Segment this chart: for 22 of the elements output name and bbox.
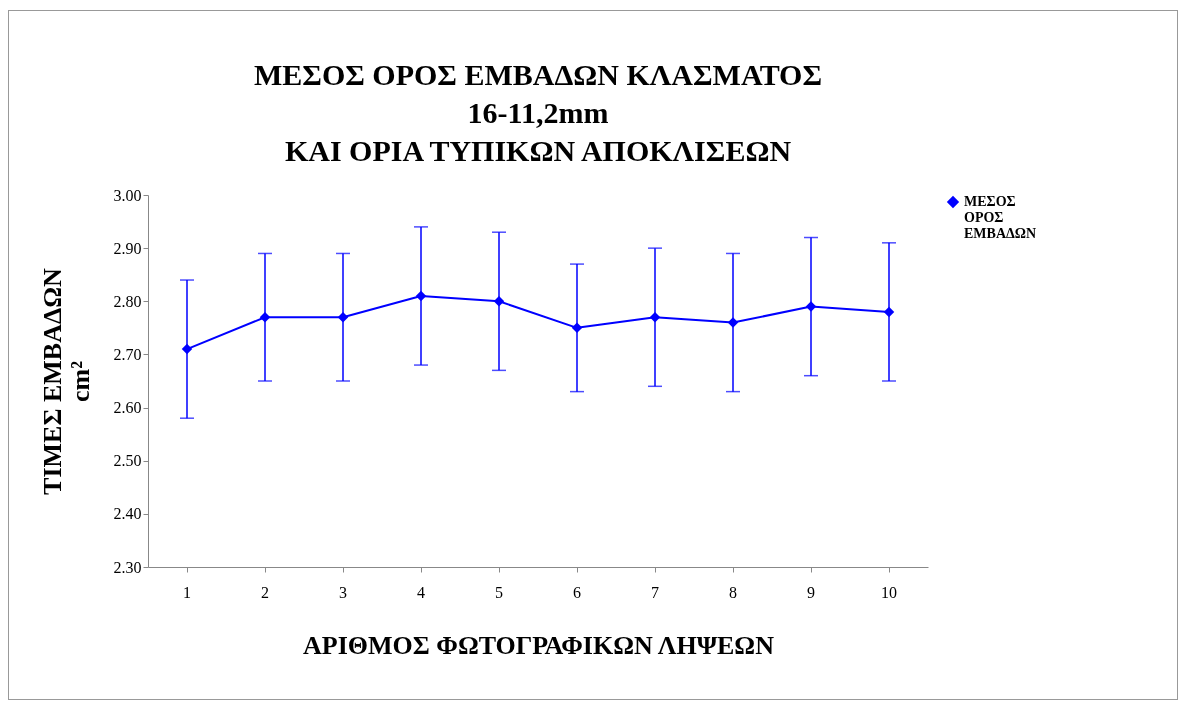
x-tick-label: 2 xyxy=(261,583,269,601)
x-tick-label: 5 xyxy=(495,583,503,601)
x-tick-label: 9 xyxy=(807,583,815,601)
y-tick-label: 2.70 xyxy=(113,345,142,363)
x-axis-title: ΑΡΙΘΜΟΣ ΦΩΤΟΓΡΑΦΙΚΩΝ ΛΗΨΕΩΝ xyxy=(303,630,775,660)
y-tick-label: 2.40 xyxy=(113,505,142,523)
x-tick-label: 1 xyxy=(183,583,191,601)
y-axis-title: ΤΙΜΕΣ ΕΜΒΑΔΩΝ cm² xyxy=(37,267,95,495)
x-tick-label: 10 xyxy=(881,583,897,601)
y-tick-label: 3.00 xyxy=(113,186,142,204)
y-tick-label: 2.30 xyxy=(113,558,142,576)
x-tick-label: 8 xyxy=(729,583,737,601)
y-tick-label: 2.60 xyxy=(113,399,142,417)
chart-title: ΜΕΣΟΣ ΟΡΟΣ ΕΜΒΑΔΩΝ ΚΛΑΣΜΑΤΟΣ 16-11,2mm ΚΑΙ ΟΡΙΑ ΤΥΠΙΚΩΝ ΑΠΟΚΛΙΣΕΩΝ xyxy=(253,58,823,167)
x-tick-label: 7 xyxy=(651,583,659,601)
y-tick-label: 2.90 xyxy=(113,239,142,257)
x-tick-label: 3 xyxy=(339,583,347,601)
y-tick-label: 2.80 xyxy=(113,292,142,310)
x-tick-label: 4 xyxy=(417,583,425,601)
y-tick-label: 2.50 xyxy=(113,452,142,470)
x-tick-label: 6 xyxy=(573,583,581,601)
legend-label: ΜΕΣΟΣ ΟΡΟΣ ΕΜΒΑΔΩΝ xyxy=(964,194,1037,241)
